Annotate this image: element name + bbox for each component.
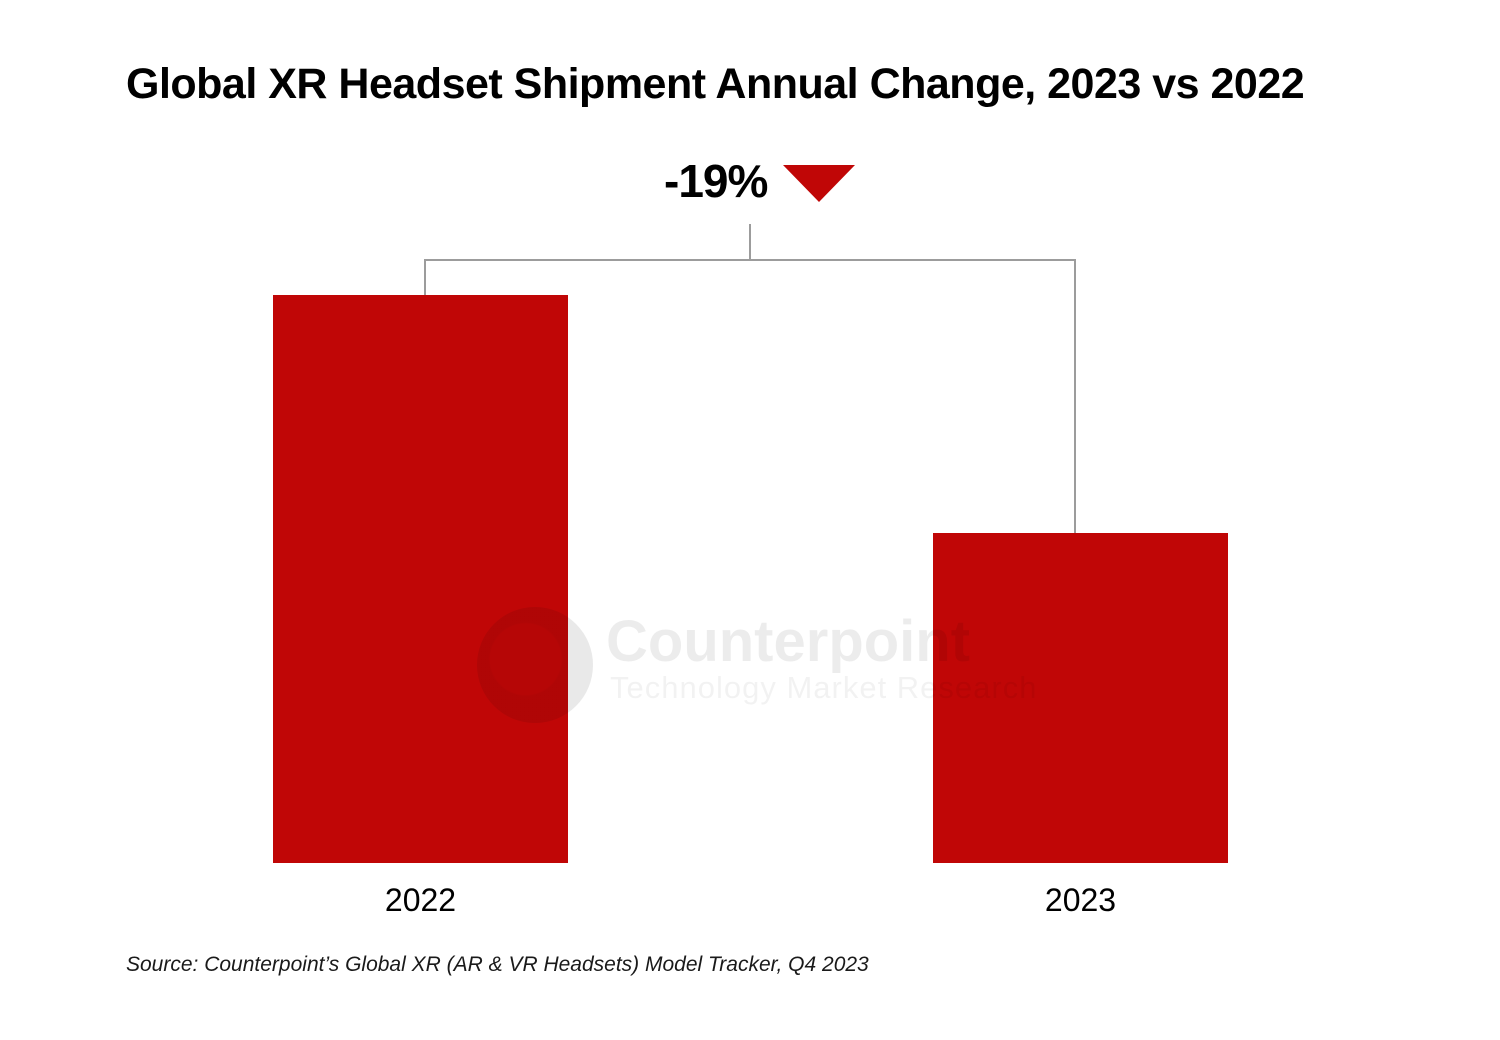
source-note: Source: Counterpoint’s Global XR (AR & V… <box>126 953 869 976</box>
watermark-brand-text: Counterpoint <box>606 609 971 674</box>
chart-title: Global XR Headset Shipment Annual Change… <box>126 60 1305 108</box>
bar-2023 <box>933 533 1228 863</box>
change-percentage-label: -19% <box>664 155 768 207</box>
change-annotation: -19% <box>664 155 856 207</box>
decline-triangle-icon <box>783 164 856 202</box>
bar-2022 <box>273 295 568 863</box>
connector-right-vertical <box>1074 259 1076 534</box>
x-axis-label-2023: 2023 <box>1044 882 1117 918</box>
x-axis-label-2022: 2022 <box>384 882 457 918</box>
connector-left-vertical <box>424 259 426 296</box>
connector-horizontal <box>424 259 1076 261</box>
connector-stub-vertical <box>749 224 751 260</box>
